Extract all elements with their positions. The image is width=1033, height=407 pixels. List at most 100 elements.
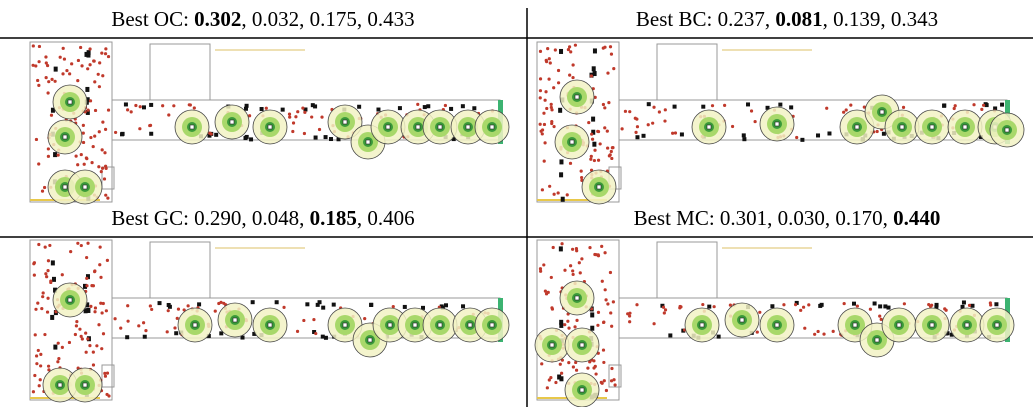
person xyxy=(78,328,81,331)
person xyxy=(541,132,544,135)
person xyxy=(658,110,661,113)
caption: Best GC: 0.290, 0.048, 0.185, 0.406 xyxy=(111,206,414,230)
person xyxy=(982,104,985,107)
sensor xyxy=(63,185,67,189)
person xyxy=(46,310,49,313)
sensor xyxy=(366,140,370,144)
page: Best OC: 0.302, 0.032, 0.175, 0.433Best … xyxy=(0,0,1033,407)
column xyxy=(461,304,465,308)
column xyxy=(121,132,125,136)
person xyxy=(628,314,631,317)
person xyxy=(69,250,72,253)
person xyxy=(550,306,553,309)
person xyxy=(41,189,44,192)
person xyxy=(980,108,983,111)
room-outline xyxy=(150,44,210,100)
person xyxy=(543,123,546,126)
sensor xyxy=(268,125,272,129)
person xyxy=(597,311,600,314)
person xyxy=(612,67,615,70)
person xyxy=(139,105,142,108)
person xyxy=(32,390,35,393)
person xyxy=(557,81,560,84)
person xyxy=(603,106,606,109)
person xyxy=(621,127,624,130)
person xyxy=(320,116,323,119)
person xyxy=(822,333,825,336)
person xyxy=(150,308,153,311)
sensor xyxy=(575,95,579,99)
sensor xyxy=(83,185,87,189)
person xyxy=(47,155,50,158)
person xyxy=(603,46,606,49)
person xyxy=(662,306,665,309)
person xyxy=(92,145,95,148)
person xyxy=(664,308,667,311)
person xyxy=(38,384,41,387)
column xyxy=(647,102,651,106)
column xyxy=(449,107,453,111)
person xyxy=(664,108,667,111)
person xyxy=(149,304,152,307)
column xyxy=(313,104,317,108)
column xyxy=(557,375,561,380)
person xyxy=(597,253,600,256)
person xyxy=(47,259,50,262)
column xyxy=(53,152,57,157)
person xyxy=(63,57,66,60)
sensor xyxy=(570,140,574,144)
person xyxy=(613,383,616,386)
column xyxy=(324,336,328,340)
person xyxy=(45,275,48,278)
sensor xyxy=(1005,128,1009,132)
column xyxy=(827,131,831,135)
person xyxy=(989,303,992,306)
person xyxy=(89,136,92,139)
caption-text: Best OC: xyxy=(111,7,194,31)
person xyxy=(92,363,95,366)
person xyxy=(93,310,96,313)
person xyxy=(553,193,556,196)
column xyxy=(559,172,563,177)
person xyxy=(44,246,47,249)
sensor xyxy=(83,383,87,387)
person xyxy=(75,324,78,327)
person xyxy=(99,246,102,249)
person xyxy=(100,52,103,55)
person xyxy=(845,108,848,111)
person xyxy=(624,110,627,113)
person xyxy=(68,341,71,344)
person xyxy=(107,55,110,58)
person xyxy=(579,271,582,274)
column xyxy=(789,105,793,109)
sensor xyxy=(343,120,347,124)
person xyxy=(539,77,542,80)
column xyxy=(125,335,129,339)
person xyxy=(85,284,88,287)
person xyxy=(825,107,828,110)
person xyxy=(568,74,571,77)
person xyxy=(803,327,806,330)
person xyxy=(539,123,542,126)
person xyxy=(610,325,613,328)
person xyxy=(611,146,614,149)
person xyxy=(711,104,714,107)
person xyxy=(547,291,550,294)
column xyxy=(54,67,58,72)
person xyxy=(296,110,299,113)
person xyxy=(34,333,37,336)
caption-bold: 0.081 xyxy=(775,7,822,31)
person xyxy=(782,303,785,306)
person xyxy=(546,386,549,389)
person xyxy=(567,361,570,364)
person xyxy=(48,244,51,247)
floor-plan xyxy=(537,42,1024,204)
person xyxy=(701,303,704,306)
person xyxy=(679,305,682,308)
person xyxy=(591,138,594,141)
person xyxy=(599,142,602,145)
person xyxy=(628,110,631,113)
column xyxy=(878,304,882,308)
person xyxy=(105,393,108,396)
person xyxy=(560,242,563,245)
